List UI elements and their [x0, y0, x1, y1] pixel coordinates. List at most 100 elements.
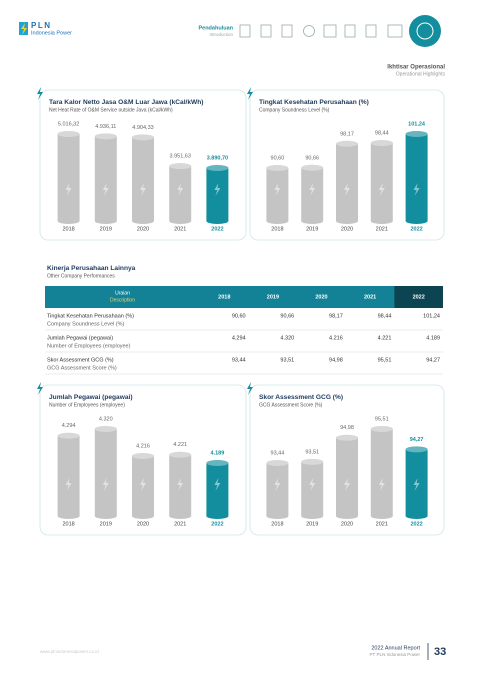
- table-column-header: 2020: [315, 294, 327, 300]
- bar-top: [132, 134, 154, 141]
- value-label: 4.216: [136, 443, 150, 449]
- bar-top: [57, 432, 80, 439]
- x-tick-label: 2022: [211, 226, 223, 232]
- bar-top: [301, 164, 324, 171]
- bar-bolt: [344, 183, 350, 196]
- bar: [301, 458, 324, 519]
- value-label: 93,44: [271, 450, 285, 456]
- bar-top: [370, 426, 393, 432]
- value-label: 4.904,33: [132, 125, 153, 131]
- bar-top: [169, 451, 192, 458]
- table-cell: 93,51: [280, 357, 294, 363]
- bar: [132, 134, 154, 224]
- bar-top: [94, 426, 117, 432]
- value-label: 90,60: [271, 155, 285, 161]
- bar-bolt: [102, 183, 109, 196]
- row-sublabel: GCG Assessment Score (%): [47, 365, 117, 371]
- page-title: Ikhtisar Operasional: [387, 65, 445, 71]
- x-tick-label: 2021: [376, 521, 388, 527]
- value-label: 5.016,32: [58, 121, 79, 127]
- value-label: 4.221: [173, 442, 187, 448]
- x-tick-label: 2021: [174, 226, 186, 232]
- row-label: Tingkat Kesehatan Perusahaan (%): [47, 313, 134, 319]
- chart-title: Tingkat Kesehatan Perusahaan (%): [259, 99, 369, 106]
- bar: [336, 140, 358, 224]
- value-label: 98,17: [340, 131, 354, 137]
- value-label: 95,51: [375, 416, 389, 422]
- table-column-header: 2022: [413, 294, 425, 300]
- table-cell: 90,60: [232, 313, 246, 319]
- x-tick-label: 2022: [211, 521, 223, 527]
- bar-bolt: [214, 183, 221, 196]
- bar-bolt: [378, 478, 385, 491]
- table-subtitle: Other Company Performances: [47, 273, 115, 279]
- bar-bolt: [413, 478, 420, 491]
- bar-bolt: [102, 478, 109, 491]
- website: www.plnindonesiapower.co.id: [40, 649, 99, 654]
- logo-text: PLN: [31, 21, 52, 30]
- bar-bolt: [274, 478, 281, 491]
- table-cell: 4.294: [232, 335, 246, 341]
- x-tick-label: 2020: [137, 226, 149, 232]
- bar-bolt: [214, 478, 221, 491]
- row-label: Jumlah Pegawai (pegawai): [47, 335, 113, 341]
- value-label: 90,66: [305, 155, 319, 161]
- bar: [266, 460, 289, 519]
- table-column-header: 2018: [218, 294, 230, 300]
- x-tick-label: 2019: [100, 521, 112, 527]
- bar: [94, 133, 117, 225]
- table-column-header: 2021: [364, 294, 376, 300]
- row-label: Skor Assessment GCG (%): [47, 357, 114, 363]
- chart-subtitle: Number of Employees (employee): [49, 402, 125, 408]
- bolt-icon: [37, 382, 43, 395]
- table-cell: 94,27: [426, 357, 440, 363]
- table-cell: 4.189: [426, 335, 440, 341]
- value-label: 3.951,63: [169, 154, 190, 160]
- bar: [301, 164, 324, 225]
- chart-subtitle: Net Heat Rate of O&M Service outside Jav…: [49, 107, 173, 113]
- company-name: PT PLN Indonesia Power: [370, 652, 421, 657]
- bar: [405, 131, 428, 225]
- bar-top: [336, 434, 358, 441]
- bar-bolt: [65, 478, 72, 491]
- x-tick-label: 2020: [137, 521, 149, 527]
- x-tick-label: 2020: [341, 226, 353, 232]
- page-subtitle: Operational Highlights: [396, 71, 446, 77]
- table-header-label-en: Description: [110, 297, 135, 303]
- chart-subtitle: GCG Assessment Score (%): [259, 402, 323, 408]
- value-label: 4.294: [62, 423, 76, 429]
- bar-bolt: [140, 183, 146, 196]
- bar-bolt: [140, 478, 146, 491]
- value-label: 101,24: [408, 121, 426, 127]
- bar: [206, 460, 229, 519]
- row-sublabel: Number of Employees (employee): [47, 343, 131, 349]
- bar: [94, 426, 117, 519]
- x-tick-label: 2018: [62, 521, 74, 527]
- page-number: 33: [434, 646, 446, 658]
- bar: [206, 165, 229, 225]
- section-title: Pendahuluan: [198, 25, 233, 31]
- x-tick-label: 2018: [62, 226, 74, 232]
- bar-top: [266, 165, 289, 171]
- x-tick-label: 2021: [376, 226, 388, 232]
- bar-top: [206, 460, 229, 466]
- section-badge: [409, 15, 441, 47]
- value-label: 3.890,70: [207, 155, 228, 161]
- value-label: 94,27: [410, 437, 424, 443]
- bar-bolt: [309, 478, 316, 491]
- x-tick-label: 2021: [174, 521, 186, 527]
- table-cell: 95,51: [378, 357, 392, 363]
- bar: [336, 434, 358, 519]
- logo-subtext: Indonesia Power: [31, 30, 72, 36]
- chart-title: Skor Assessment GCG (%): [259, 394, 343, 401]
- bar-top: [301, 458, 324, 465]
- bar: [370, 426, 393, 519]
- table-cell: 98,17: [329, 313, 343, 319]
- bar: [57, 432, 80, 519]
- bar-top: [169, 163, 192, 170]
- bar-top: [370, 139, 393, 146]
- bar-top: [405, 446, 428, 453]
- bar: [266, 165, 289, 225]
- chart-subtitle: Company Soundness Level (%): [259, 107, 330, 113]
